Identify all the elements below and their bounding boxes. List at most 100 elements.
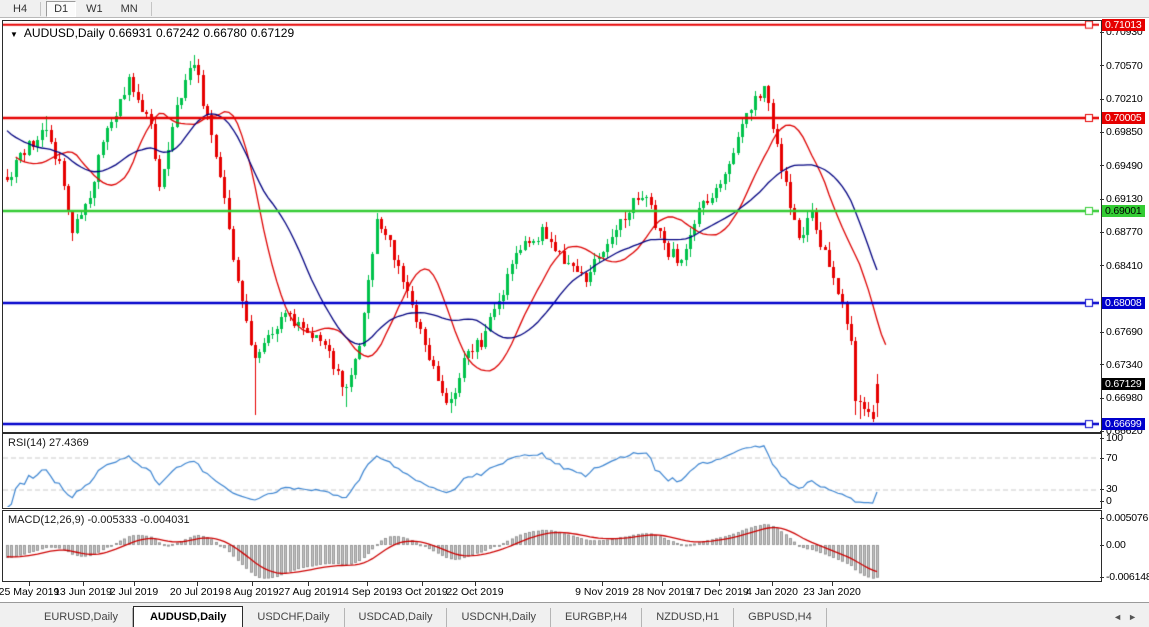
ohlc-close: 0.67129 [250, 26, 295, 40]
date-axis-tick [662, 582, 663, 586]
ohlc-open: 0.66931 [108, 26, 152, 40]
price-scale-tick [1100, 131, 1104, 133]
date-tick-label: 8 Aug 2019 [225, 586, 279, 598]
date-tick-label: 2 Jul 2019 [109, 586, 159, 598]
price-tick-label: 0.70570 [1106, 59, 1143, 72]
timeframe-button-w1[interactable]: W1 [86, 2, 103, 15]
date-tick-label: 22 Oct 2019 [446, 586, 504, 598]
level-badge: 0.69001 [1102, 204, 1145, 217]
rsi-tick-label: 0 [1106, 495, 1112, 507]
price-scale-tick [1100, 198, 1104, 200]
timeframe-button-mn[interactable]: MN [120, 2, 138, 15]
price-scale-tick [1100, 231, 1104, 233]
macd-tick-label: -0.006148 [1106, 571, 1149, 583]
price-scale-tick [1100, 397, 1104, 399]
timeframe-button-d1[interactable]: D1 [46, 0, 77, 17]
rsi-scale-tick [1100, 488, 1104, 490]
ohlc-high: 0.67242 [156, 26, 200, 40]
date-axis-tick [422, 582, 423, 586]
rsi-tick-label: 30 [1106, 483, 1118, 495]
timeframe-button-h4[interactable]: H4 [13, 2, 28, 15]
macd-tick-label: 0.00 [1106, 539, 1126, 551]
date-tick-label: 9 Nov 2019 [575, 586, 629, 598]
rsi-canvas[interactable] [3, 434, 1099, 507]
price-scale-tick [1100, 331, 1104, 333]
tab-scroll-right-icon[interactable]: ► [1128, 612, 1143, 622]
price-tick-label: 0.69490 [1106, 159, 1143, 172]
price-tick-label: 0.67340 [1106, 358, 1143, 371]
price-tick-label: 0.69130 [1106, 193, 1143, 206]
date-axis-tick [308, 582, 309, 586]
date-tick-label: 14 Sep 2019 [337, 586, 397, 598]
chart-tab-usdchf-daily[interactable]: USDCHF,Daily [243, 608, 345, 627]
chart-tab-usdcnh-daily[interactable]: USDCNH,Daily [447, 608, 552, 627]
rsi-scale-tick [1100, 457, 1104, 459]
price-tick-label: 0.67690 [1106, 326, 1143, 339]
date-tick-label: 3 Oct 2019 [396, 586, 448, 598]
current-price-badge: 0.67129 [1102, 378, 1145, 391]
price-tick-label: 0.66980 [1106, 392, 1143, 405]
price-scale-tick [1100, 265, 1104, 267]
date-tick-label: 20 Jul 2019 [169, 586, 225, 598]
price-tick-label: 0.68410 [1106, 259, 1143, 272]
date-tick-label: 25 May 2019 [0, 586, 60, 598]
chart-tab-bar: EURUSD,Daily AUDUSD,Daily USDCHF,Daily USDC… [0, 602, 1149, 627]
price-scale-tick [1100, 364, 1104, 366]
macd-tick-label: 0.005076 [1106, 512, 1149, 524]
rsi-scale-tick [1100, 437, 1104, 439]
date-axis-tick [252, 582, 253, 586]
level-badge: 0.70005 [1102, 112, 1145, 124]
chart-dropdown-icon[interactable]: ▼ [10, 30, 18, 39]
rsi-label: RSI(14) 27.4369 [8, 437, 89, 449]
price-scale-tick [1100, 165, 1104, 167]
chart-tab-nzdusd-h1[interactable]: NZDUSD,H1 [642, 608, 735, 627]
chart-tab-usdcad-daily[interactable]: USDCAD,Daily [345, 608, 448, 627]
chart-symbol-period: AUDUSD,Daily [23, 26, 105, 40]
chart-tab-eurgbp-h4[interactable]: EURGBP,H4 [551, 608, 643, 627]
rsi-tick-label: 100 [1106, 432, 1123, 444]
level-badge: 0.71013 [1102, 18, 1145, 31]
macd-canvas[interactable] [3, 511, 1099, 581]
date-axis-tick [134, 582, 135, 586]
date-axis-tick [602, 582, 603, 586]
date-axis-tick [367, 582, 368, 586]
date-axis-tick [772, 582, 773, 586]
level-badge: 0.66699 [1102, 418, 1145, 431]
date-tick-label: 28 Nov 2019 [632, 586, 692, 598]
date-tick-label: 13 Jun 2019 [54, 586, 112, 598]
toolbar-separator [40, 1, 42, 16]
ohlc-low: 0.66780 [203, 26, 247, 40]
macd-scale-tick [1100, 517, 1104, 519]
date-axis-tick [719, 582, 720, 586]
price-tick-label: 0.68770 [1106, 226, 1143, 239]
price-scale-tick [1100, 430, 1104, 432]
price-tick-label: 0.69850 [1106, 126, 1143, 139]
price-tick-label: 0.70210 [1106, 93, 1143, 106]
macd-scale-tick [1100, 544, 1104, 546]
price-scale-tick [1100, 98, 1104, 100]
chart-tab-gbpusd-h4[interactable]: GBPUSD,H4 [734, 608, 827, 627]
date-tick-label: 27 Aug 2019 [278, 586, 338, 598]
macd-label: MACD(12,26,9) -0.005333 -0.004031 [8, 514, 190, 526]
toolbar-separator [150, 1, 152, 16]
rsi-tick-label: 70 [1106, 452, 1118, 464]
chart-tab-audusd-daily[interactable]: AUDUSD,Daily [132, 606, 244, 627]
date-tick-label: 23 Jan 2020 [803, 586, 861, 598]
date-axis-tick [475, 582, 476, 586]
date-axis-tick [197, 582, 198, 586]
tab-scroll-left-icon[interactable]: ◄ [1113, 612, 1129, 622]
level-badge: 0.68008 [1102, 296, 1145, 309]
timeframe-toolbar: H4 D1 W1 MN [0, 0, 1149, 18]
date-axis-tick [832, 582, 833, 586]
date-axis-tick [83, 582, 84, 586]
date-axis[interactable]: 25 May 2019 13 Jun 2019 2 Jul 2019 20 Jul 2… [0, 582, 1102, 601]
price-scale-tick [1100, 65, 1104, 67]
price-scale-tick [1100, 31, 1104, 33]
chart-title: ▼ AUDUSD,Daily 0.66931 0.67242 0.66780 0.6712… [10, 26, 294, 40]
date-tick-label: 17 Dec 2019 [689, 586, 749, 598]
chart-tab-eurusd-daily[interactable]: EURUSD,Daily [30, 608, 133, 627]
date-tick-label: 4 Jan 2020 [746, 586, 798, 598]
macd-scale-tick [1100, 576, 1104, 578]
price-chart-canvas[interactable] [3, 21, 1099, 431]
